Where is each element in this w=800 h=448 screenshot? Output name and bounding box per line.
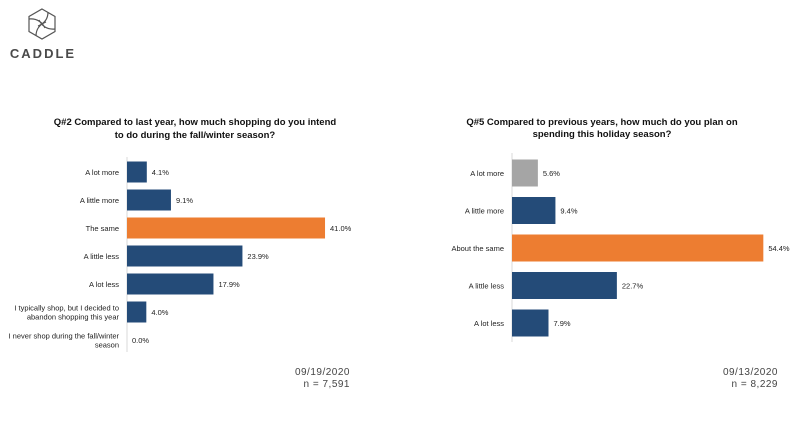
bar (127, 189, 171, 211)
bar (512, 234, 764, 262)
category-label: A lot less (474, 319, 504, 328)
bar (127, 273, 214, 295)
bar (512, 159, 538, 187)
sample-size: n = 8,229 (732, 379, 778, 390)
data-label: 7.9% (553, 319, 570, 328)
sample-size: n = 7,591 (304, 379, 350, 390)
category-label: I typically shop, but I decided to (14, 304, 119, 313)
bar (127, 301, 147, 323)
chart-title: spending this holiday season? (533, 129, 672, 140)
category-label: A little less (84, 252, 120, 261)
category-label: I never shop during the fall/winter (9, 332, 120, 341)
brand-name: CADDLE (10, 46, 76, 61)
bar (512, 272, 617, 299)
data-label: 4.1% (152, 168, 169, 177)
bar (127, 245, 243, 267)
chart-title: to do during the fall/winter season? (115, 130, 276, 141)
data-label: 41.0% (330, 224, 352, 233)
chart-2: Q#5 Compared to previous years, how much… (451, 117, 789, 390)
chart-1: Q#2 Compared to last year, how much shop… (9, 117, 352, 390)
category-label: A little less (469, 282, 505, 291)
data-label: 0.0% (132, 336, 149, 345)
chart-title: Q#5 Compared to previous years, how much… (466, 117, 738, 128)
survey-date: 09/19/2020 (295, 367, 350, 378)
category-label: A lot more (85, 168, 119, 177)
caddle-logo (28, 8, 56, 40)
category-label: A lot less (89, 280, 119, 289)
data-label: 5.6% (543, 169, 560, 178)
chart-title: Q#2 Compared to last year, how much shop… (54, 117, 337, 128)
data-label: 4.0% (151, 308, 168, 317)
category-label: A little more (80, 196, 119, 205)
category-label: About the same (451, 244, 504, 253)
bar (512, 309, 549, 337)
data-label: 23.9% (247, 252, 269, 261)
survey-date: 09/13/2020 (723, 367, 778, 378)
logo-weave-icon (28, 11, 56, 37)
category-label: A little more (465, 207, 504, 216)
data-label: 9.1% (176, 196, 193, 205)
data-label: 9.4% (560, 207, 577, 216)
logo-hexagon-icon (28, 8, 56, 40)
data-label: 54.4% (768, 244, 790, 253)
category-label: A lot more (470, 169, 504, 178)
category-label: abandon shopping this year (27, 313, 120, 322)
bar (127, 161, 147, 183)
category-label: season (95, 341, 119, 350)
category-label: The same (86, 224, 119, 233)
bar (512, 197, 556, 224)
data-label: 17.9% (218, 280, 240, 289)
bar (127, 217, 326, 239)
data-label: 22.7% (622, 282, 644, 291)
